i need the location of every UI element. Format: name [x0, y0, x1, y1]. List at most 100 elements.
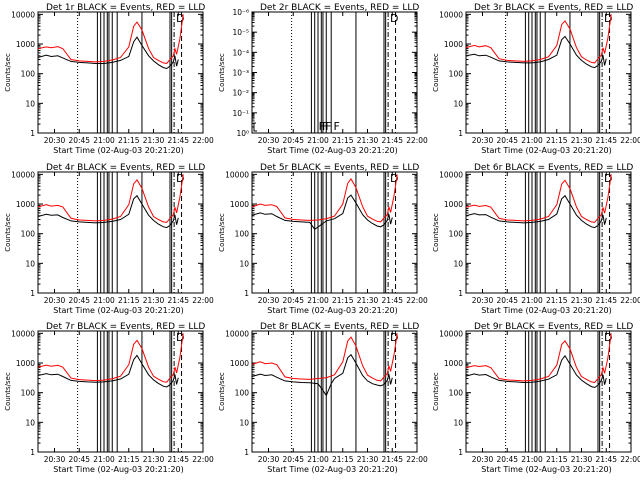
flag-letter: D — [604, 12, 612, 25]
y-axis-label: Counts/sec — [4, 372, 12, 411]
x-tick-label: 21:45 — [595, 296, 617, 305]
x-tick-label: 20:30 — [44, 296, 66, 305]
x-tick-label: 21:00 — [307, 296, 329, 305]
y-axis-label: Counts/sec — [218, 372, 226, 411]
x-tick-label: 20:30 — [258, 136, 280, 145]
x-tick-label: 21:00 — [93, 296, 115, 305]
x-tick-label: 22:00 — [406, 296, 428, 305]
x-tick-label: 21:00 — [93, 136, 115, 145]
events-series-line — [252, 194, 393, 230]
panel-3: Det 3r BLACK = Events, RED = LLD Counts/s… — [432, 3, 640, 155]
lld-series-line — [466, 333, 612, 384]
y-axis-label: Counts/sec — [432, 372, 440, 411]
plot-area — [37, 171, 204, 294]
x-tick-label: 21:30 — [357, 455, 379, 464]
y-tick-label: 10000 — [439, 170, 463, 179]
x-tick-label: 21:30 — [571, 296, 593, 305]
flag-letter: F — [325, 120, 331, 133]
plot-area — [37, 330, 204, 453]
x-tick-label: 21:45 — [381, 455, 403, 464]
x-tick-label: 21:15 — [118, 296, 140, 305]
y-tick-label: 100 — [235, 389, 250, 398]
x-tick-label: 21:30 — [357, 296, 379, 305]
y-axis-label: Counts/sec — [432, 213, 440, 252]
flag-letter: D — [176, 12, 184, 25]
x-axis-label: Start Time (02-Aug-03 20:21:20) — [53, 306, 184, 315]
x-tick-label: 21:30 — [143, 136, 165, 145]
y-tick-label: 1 — [458, 448, 463, 457]
x-axis-label: Start Time (02-Aug-03 20:21:20) — [481, 146, 612, 155]
x-tick-label: 21:45 — [595, 136, 617, 145]
y-tick-label: 10000 — [11, 170, 35, 179]
flag-letter: D — [604, 172, 612, 185]
y-tick-label: 1 — [458, 289, 463, 298]
plot-area — [37, 11, 204, 134]
y-tick-label: 100 — [449, 70, 464, 79]
panel-4: Det 4r BLACK = Events, RED = LLD Counts/s… — [4, 163, 214, 315]
x-tick-label: 21:15 — [332, 136, 354, 145]
y-axis-label: Counts/sec — [432, 53, 440, 92]
x-tick-label: 20:45 — [496, 455, 518, 464]
y-tick-label: 10000 — [225, 170, 249, 179]
x-tick-label: 20:30 — [472, 136, 494, 145]
panel-5: Det 5r BLACK = Events, RED = LLD Counts/s… — [218, 163, 428, 315]
y-tick-label: 1000 — [16, 200, 35, 209]
panel-title: Det 7r BLACK = Events, RED = LLD — [46, 322, 205, 332]
y-tick-label: 10000 — [11, 329, 35, 338]
panel-title: Det 1r BLACK = Events, RED = LLD — [46, 3, 205, 13]
flag-letter: D — [604, 331, 612, 344]
plot-area — [465, 330, 632, 453]
flag-letter: D — [390, 12, 398, 25]
x-tick-label: 22:00 — [192, 455, 214, 464]
x-tick-label: 20:30 — [472, 455, 494, 464]
flag-letter: F — [319, 120, 325, 133]
plot-area — [251, 171, 418, 294]
y-tick-label: 10000 — [11, 10, 35, 19]
x-tick-label: 21:15 — [546, 296, 568, 305]
lld-series-line — [38, 174, 184, 223]
x-tick-label: 22:00 — [406, 455, 428, 464]
y-tick-label: 10⁻² — [232, 89, 249, 98]
flag-letter: D — [176, 331, 184, 344]
x-axis-label: Start Time (02-Aug-03 20:21:20) — [53, 146, 184, 155]
y-tick-label: 100 — [235, 230, 250, 239]
panel-title: Det 8r BLACK = Events, RED = LLD — [260, 322, 419, 332]
y-tick-label: 10 — [25, 259, 35, 268]
flag-letter: F — [322, 120, 328, 133]
y-tick-label: 1000 — [16, 359, 35, 368]
lld-series-line — [252, 333, 398, 382]
x-tick-label: 22:00 — [620, 455, 640, 464]
x-tick-label: 21:30 — [571, 136, 593, 145]
x-tick-label: 21:00 — [521, 136, 543, 145]
y-tick-label: 10 — [239, 259, 249, 268]
y-tick-label: 1000 — [230, 200, 249, 209]
lld-series-line — [38, 14, 184, 65]
plot-area — [251, 11, 418, 134]
y-tick-label: 10 — [25, 99, 35, 108]
panel-6: Det 6r BLACK = Events, RED = LLD Counts/s… — [432, 163, 640, 315]
x-tick-label: 21:00 — [521, 296, 543, 305]
x-tick-label: 21:00 — [521, 455, 543, 464]
x-tick-label: 20:45 — [282, 136, 304, 145]
y-tick-label: 100 — [21, 230, 36, 239]
x-tick-label: 21:45 — [167, 136, 189, 145]
plot-area — [465, 11, 632, 134]
y-tick-label: 10 — [453, 418, 463, 427]
x-axis-label: Start Time (02-Aug-03 20:21:20) — [267, 146, 398, 155]
y-axis-label: Counts/sec — [4, 213, 12, 252]
events-series-line — [466, 35, 607, 69]
plot-area — [251, 330, 418, 453]
x-tick-label: 21:15 — [546, 136, 568, 145]
x-axis-label: Start Time (02-Aug-03 20:21:20) — [267, 306, 398, 315]
x-tick-label: 22:00 — [406, 136, 428, 145]
events-series-line — [466, 354, 607, 389]
y-tick-label: 10000 — [439, 10, 463, 19]
panel-title: Det 5r BLACK = Events, RED = LLD — [260, 163, 419, 173]
y-tick-label: 10 — [239, 418, 249, 427]
x-tick-label: 21:30 — [571, 455, 593, 464]
x-tick-label: 20:30 — [258, 296, 280, 305]
x-tick-label: 20:45 — [282, 455, 304, 464]
y-tick-label: 1000 — [230, 359, 249, 368]
panel-1: Det 1r BLACK = Events, RED = LLD Counts/s… — [4, 3, 214, 155]
